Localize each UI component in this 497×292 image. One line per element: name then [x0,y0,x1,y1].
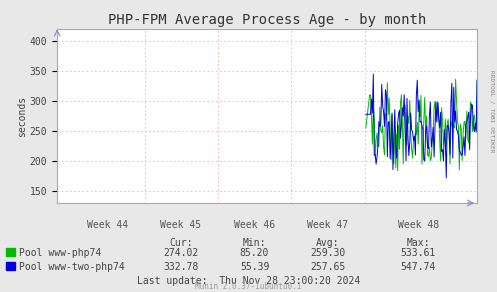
Text: 547.74: 547.74 [401,262,436,272]
Text: 257.65: 257.65 [311,262,345,272]
Text: 274.02: 274.02 [164,248,199,258]
Text: Last update:  Thu Nov 28 23:00:20 2024: Last update: Thu Nov 28 23:00:20 2024 [137,276,360,286]
Y-axis label: seconds: seconds [17,95,27,137]
Text: Max:: Max: [407,238,430,248]
Text: RRDTOOL / TOBI OETIKER: RRDTOOL / TOBI OETIKER [490,70,495,152]
Text: Pool www-php74: Pool www-php74 [19,248,101,258]
Text: Week 47: Week 47 [308,220,348,230]
Text: Cur:: Cur: [169,238,193,248]
Text: 332.78: 332.78 [164,262,199,272]
Text: 533.61: 533.61 [401,248,436,258]
Text: 85.20: 85.20 [240,248,269,258]
Text: Week 45: Week 45 [161,220,202,230]
Text: Munin 2.0.37-1ubuntu0.1: Munin 2.0.37-1ubuntu0.1 [195,281,302,291]
Text: Week 44: Week 44 [87,220,128,230]
Text: 259.30: 259.30 [311,248,345,258]
Text: Week 46: Week 46 [234,220,275,230]
Text: Pool www-two-php74: Pool www-two-php74 [19,262,125,272]
Text: Week 48: Week 48 [398,220,439,230]
Text: 55.39: 55.39 [240,262,269,272]
Text: Min:: Min: [243,238,266,248]
Text: Avg:: Avg: [316,238,340,248]
Title: PHP-FPM Average Process Age - by month: PHP-FPM Average Process Age - by month [108,13,426,27]
